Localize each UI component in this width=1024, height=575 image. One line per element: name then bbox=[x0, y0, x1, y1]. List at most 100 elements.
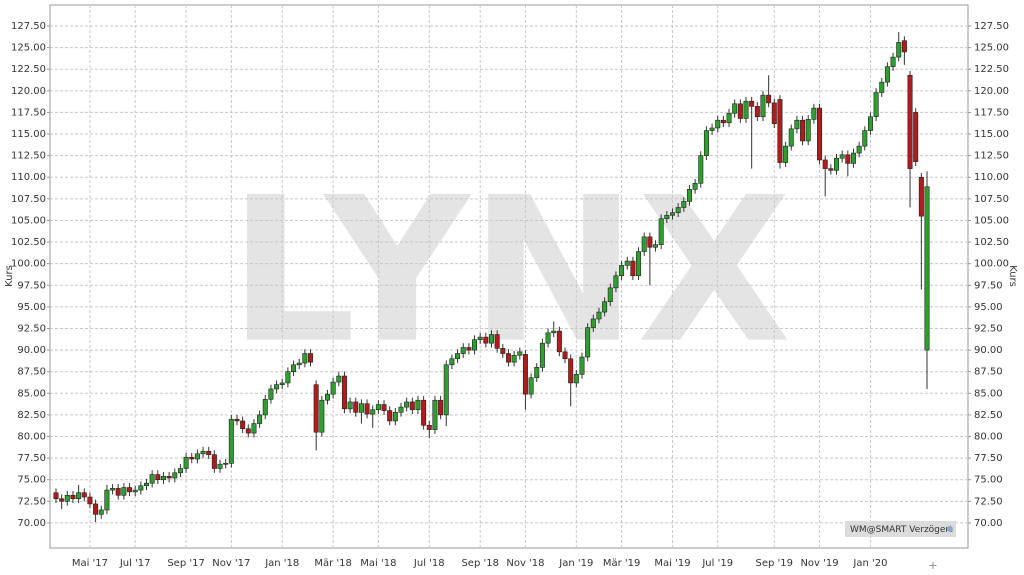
candle-body bbox=[754, 106, 760, 118]
candle-body bbox=[522, 354, 528, 395]
candle-body bbox=[370, 409, 376, 415]
y-tick-label: 105.00 bbox=[11, 215, 46, 226]
candle-body bbox=[421, 399, 427, 426]
candle-body bbox=[127, 487, 133, 493]
candle-body bbox=[873, 92, 879, 118]
candle-body bbox=[749, 100, 755, 107]
candle-body bbox=[602, 301, 608, 313]
candle-body bbox=[783, 145, 789, 163]
candle-body bbox=[460, 347, 466, 354]
candle-body bbox=[692, 182, 698, 190]
y-tick-label-right: 77.50 bbox=[974, 453, 1003, 464]
y-tick-label-right: 115.00 bbox=[974, 129, 1009, 140]
y-tick-label-right: 70.00 bbox=[974, 518, 1003, 529]
y-tick-label: 87.50 bbox=[17, 367, 46, 378]
y-tick-label-right: 110.00 bbox=[974, 172, 1009, 183]
y-tick-label: 100.00 bbox=[11, 259, 46, 270]
candle-body bbox=[138, 485, 144, 491]
y-tick-label: 75.00 bbox=[17, 475, 46, 486]
y-tick-label-right: 117.50 bbox=[974, 107, 1009, 118]
candle-body bbox=[449, 358, 455, 366]
candle-body bbox=[183, 456, 189, 469]
candle-body bbox=[87, 496, 93, 505]
y-tick-label-right: 127.50 bbox=[974, 21, 1009, 32]
candle-body bbox=[539, 342, 545, 368]
candle-body bbox=[726, 112, 732, 124]
candle-body bbox=[573, 373, 579, 384]
y-tick-label-right: 122.50 bbox=[974, 64, 1009, 75]
y-tick-label: 97.50 bbox=[17, 280, 46, 291]
candle-body bbox=[115, 488, 121, 496]
candle-body bbox=[104, 489, 110, 511]
x-tick-label: Jan '19 bbox=[558, 558, 593, 569]
candle-body bbox=[302, 353, 308, 364]
candle-body bbox=[347, 401, 353, 410]
candle-body bbox=[896, 42, 902, 58]
y-tick-label: 82.50 bbox=[17, 410, 46, 421]
candle-body bbox=[918, 176, 924, 217]
candle-body bbox=[228, 418, 234, 464]
candles bbox=[53, 32, 930, 523]
candle-body bbox=[330, 381, 336, 395]
candle-body bbox=[149, 474, 155, 484]
candle-body bbox=[364, 403, 370, 415]
candle-body bbox=[845, 154, 851, 164]
candle-body bbox=[709, 127, 715, 131]
candle-body bbox=[313, 384, 319, 433]
candle-body bbox=[194, 453, 200, 460]
candle-body bbox=[251, 423, 257, 434]
candle-body bbox=[477, 336, 483, 341]
candle-body bbox=[732, 103, 738, 114]
candle-body bbox=[53, 492, 59, 500]
candle-body bbox=[166, 475, 172, 479]
candle-body bbox=[432, 399, 438, 430]
candle-body bbox=[817, 107, 823, 161]
candle-body bbox=[562, 351, 568, 360]
candle-body bbox=[160, 475, 166, 481]
candle-body bbox=[76, 492, 82, 500]
candle-body bbox=[98, 509, 104, 515]
candle-body bbox=[64, 494, 70, 502]
scroll-icon[interactable]: + bbox=[928, 559, 937, 572]
y-tick-label-right: 125.00 bbox=[974, 43, 1009, 54]
y-tick-label: 92.50 bbox=[17, 323, 46, 334]
candle-body bbox=[686, 189, 692, 202]
candle-body bbox=[715, 119, 721, 129]
candle-body bbox=[240, 420, 246, 430]
grid: 70.00 70.00 72.50 72.50 75.00 75.00 77.50 77.50… bbox=[11, 5, 1009, 569]
candle-body bbox=[155, 474, 161, 481]
x-tick-label: Mär '19 bbox=[603, 558, 641, 569]
candle-body bbox=[172, 472, 178, 479]
y-tick-label-right: 75.00 bbox=[974, 475, 1003, 486]
y-tick-label: 112.50 bbox=[11, 151, 46, 162]
candle-body bbox=[143, 482, 149, 487]
candle-body bbox=[375, 404, 381, 411]
y-tick-label-right: 80.00 bbox=[974, 432, 1003, 443]
candle-body bbox=[353, 401, 359, 413]
candle-body bbox=[500, 348, 506, 354]
candle-body bbox=[907, 74, 913, 169]
candle-body bbox=[472, 339, 478, 351]
x-tick-label: Sep '17 bbox=[167, 558, 205, 569]
candle-body bbox=[737, 103, 743, 119]
y-tick-label-right: 97.50 bbox=[974, 280, 1003, 291]
y-tick-label: 70.00 bbox=[17, 518, 46, 529]
candle-body bbox=[132, 489, 138, 493]
candle-body bbox=[415, 399, 421, 411]
candle-body bbox=[556, 330, 562, 353]
y-axis-label: Kurs bbox=[4, 265, 15, 287]
candle-body bbox=[200, 450, 206, 455]
candle-body bbox=[596, 311, 602, 320]
candle-body bbox=[308, 353, 314, 363]
watermark: LYNX bbox=[229, 155, 792, 388]
candle-body bbox=[511, 354, 517, 363]
candle-body bbox=[494, 334, 500, 349]
candle-body bbox=[760, 94, 766, 118]
candle-body bbox=[528, 377, 534, 395]
badge-box bbox=[845, 521, 956, 537]
y-tick-label-right: 105.00 bbox=[974, 215, 1009, 226]
candle-body bbox=[234, 418, 240, 422]
y-tick-label: 102.50 bbox=[11, 237, 46, 248]
candle-body bbox=[206, 450, 212, 455]
